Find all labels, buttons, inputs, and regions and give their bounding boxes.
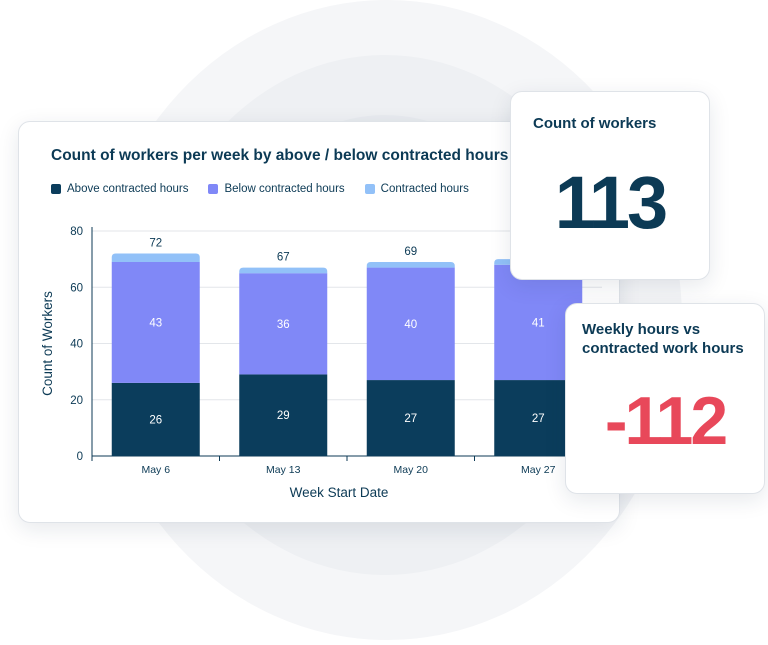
legend-label: Above contracted hours [67,183,189,195]
kpi-weekly-title: Weekly hours vs contracted work hours [582,321,744,357]
data-label: 36 [277,319,290,331]
kpi-weekly-value: -112 [604,383,728,459]
data-label: 43 [149,317,162,329]
x-tick-label: May 27 [521,464,556,476]
data-label: 27 [532,413,545,425]
kpi-count-title: Count of workers [533,115,657,132]
y-tick-label: 0 [77,451,83,463]
total-label: 69 [404,246,417,258]
chart-legend: Above contracted hours Below contracted h… [51,183,489,195]
bar-segment-below-contracted-hours [239,273,328,375]
y-tick-label: 80 [70,226,83,238]
total-label: 67 [277,252,290,264]
y-tick-label: 20 [70,395,83,407]
legend-item: Below contracted hours [208,183,345,195]
legend-item: Contracted hours [364,183,469,195]
kpi-card-count-of-workers: Count of workers 113 [510,91,710,280]
bar-segment-below-contracted-hours [366,267,455,381]
legend-label: Below contracted hours [224,183,345,195]
x-tick-label: May 20 [394,464,429,476]
kpi-count-value: 113 [554,161,668,244]
legend-swatch [364,184,375,194]
x-tick-label: May 13 [266,464,301,476]
y-axis-title: Count of Workers [40,291,55,396]
bar-segment-contracted-hours [111,253,200,262]
legend-item: Above contracted hours [51,183,188,195]
x-tick-label: May 6 [141,464,170,476]
data-label: 41 [532,317,545,329]
bar-segment-contracted-hours [239,267,328,274]
bar-segment-above-contracted-hours [366,380,455,456]
bar-segment-above-contracted-hours [111,382,200,456]
kpi-card-weekly-hours: Weekly hours vs contracted work hours -1… [565,303,765,494]
data-label: 26 [149,414,162,426]
legend-swatch [51,184,61,194]
y-tick-label: 40 [70,339,83,351]
data-label: 40 [404,319,417,331]
total-label: 72 [149,238,162,250]
bar-segment-below-contracted-hours [111,261,200,383]
chart-title: Count of workers per week by above / bel… [51,147,509,164]
legend-label: Contracted hours [380,183,469,195]
y-tick-label: 60 [70,282,83,294]
legend-swatch [208,184,219,194]
bar-segment-contracted-hours [366,261,455,268]
x-axis-title: Week Start Date [290,485,389,500]
data-label: 29 [277,410,290,422]
bar-segment-above-contracted-hours [239,374,328,456]
data-label: 27 [404,413,417,425]
